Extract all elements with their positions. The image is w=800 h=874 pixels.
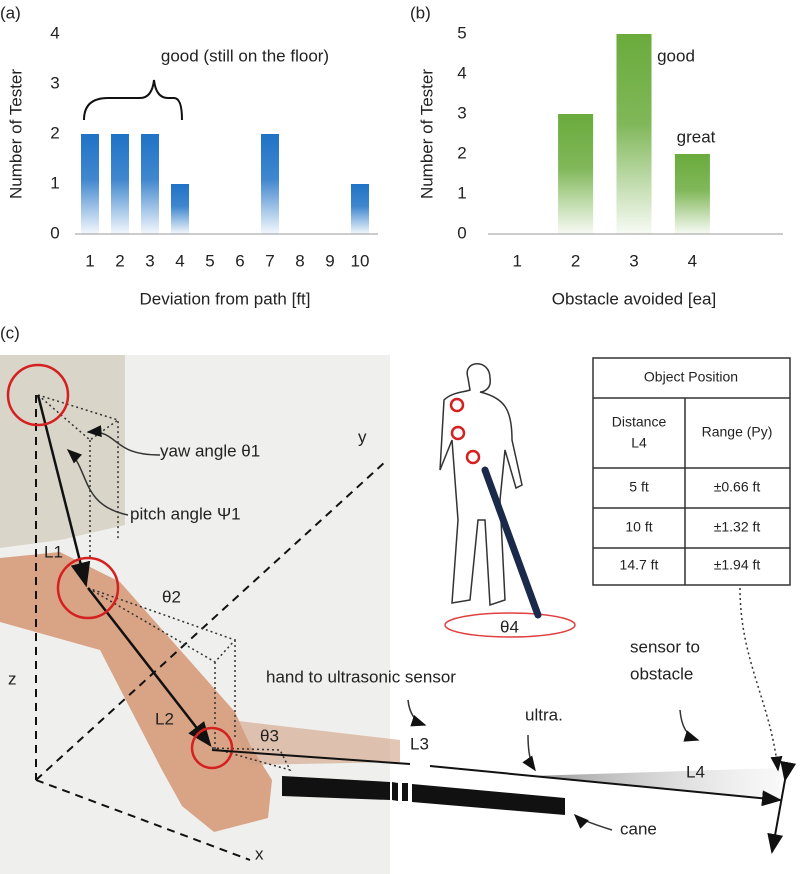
label: y [358, 427, 367, 446]
table-cell: 10 ft [625, 519, 652, 535]
label: L1 [44, 542, 63, 561]
x-tick-label: 8 [295, 251, 304, 270]
cane [402, 783, 408, 801]
x-tick-label: 10 [351, 251, 370, 270]
y-tick-label: 1 [457, 183, 466, 202]
y-tick-label: 0 [50, 223, 59, 242]
sensor-beam [530, 768, 780, 800]
label: z [8, 669, 17, 688]
y-tick-label: 4 [457, 63, 466, 82]
x-axis-title: Obstacle avoided [ea] [552, 289, 716, 308]
person [439, 363, 523, 607]
x-tick-label: 5 [205, 251, 214, 270]
angle-cones [37, 394, 292, 772]
x-tick-label: 7 [265, 251, 274, 270]
bar [261, 134, 279, 234]
joints [6, 363, 234, 770]
links [36, 394, 212, 747]
bar [351, 184, 369, 234]
panel-label: (a) [0, 3, 21, 22]
axes [35, 395, 386, 861]
x-tick-label: 3 [629, 251, 638, 270]
panel-label: (c) [0, 323, 20, 342]
x-tick-label: 4 [175, 251, 184, 270]
person-cane [481, 466, 542, 619]
label: hand to ultrasonic sensor [266, 667, 456, 686]
x-tick-label: 2 [115, 251, 124, 270]
label: sensor to [630, 637, 700, 656]
x-tick-label: 1 [512, 251, 521, 270]
x-tick-label: 6 [235, 251, 244, 270]
bar [111, 134, 129, 234]
label: obstacle [630, 664, 693, 683]
bar [171, 184, 189, 234]
range-arrow [767, 760, 797, 854]
y-tick-label: 2 [457, 143, 466, 162]
diagram: (c) [0, 323, 797, 874]
label: pitch angle Ψ1 [130, 504, 241, 523]
table-title: Object Position [644, 369, 738, 385]
bar [674, 154, 710, 234]
table-header: L4 [631, 435, 647, 451]
x-tick-label: 2 [571, 251, 580, 270]
y-tick-label: 0 [457, 223, 466, 242]
brace [83, 79, 183, 121]
bar [616, 34, 652, 234]
label: cane [620, 819, 657, 838]
annotation: good (still on the floor) [161, 46, 329, 65]
bar [558, 114, 594, 234]
y-tick-label: 1 [50, 173, 59, 192]
table: Object Position Distance L4 Range (Py) 5… [612, 369, 773, 573]
x-tick-label: 3 [145, 251, 154, 270]
shirt [0, 355, 125, 548]
bar [141, 134, 159, 234]
x-tick-label: 1 [85, 251, 94, 270]
label: θ2 [162, 587, 181, 606]
table-cell: 5 ft [629, 479, 649, 495]
cane [412, 784, 565, 815]
bar [81, 134, 99, 234]
annotation: great [677, 127, 716, 146]
x-axis-title: Deviation from path [ft] [139, 289, 310, 308]
cane [392, 782, 398, 801]
annotation: good [657, 46, 695, 65]
x-tick-label: 9 [325, 251, 334, 270]
y-tick-label: 4 [50, 23, 59, 42]
label: ultra. [525, 705, 563, 724]
table-header: Distance [612, 414, 667, 430]
y-tick-label: 3 [457, 103, 466, 122]
callouts [66, 425, 783, 831]
panel-label: (b) [410, 3, 431, 22]
label: θ3 [260, 726, 279, 745]
table-cell: ±1.94 ft [714, 557, 761, 573]
table-grid [592, 357, 791, 586]
sweep [444, 612, 576, 638]
table-cell: ±0.66 ft [714, 479, 761, 495]
label: L4 [686, 762, 705, 781]
charts: (a) Number of Tester Deviation from path [… [0, 3, 783, 308]
label: yaw angle θ1 [160, 441, 260, 460]
cane-grip [282, 776, 390, 800]
x-tick-label: 4 [688, 251, 697, 270]
arm [0, 552, 272, 832]
table-header: Range (Py) [702, 424, 773, 440]
y-tick-label: 3 [50, 73, 59, 92]
person-joints [449, 397, 481, 465]
table-cell: 14.7 ft [620, 557, 659, 573]
link-l4 [429, 765, 782, 807]
y-axis-title: Number of Tester [417, 69, 436, 199]
y-axis-title: Number of Tester [6, 69, 25, 199]
label: L3 [410, 734, 429, 753]
y-tick-label: 5 [457, 23, 466, 42]
label: x [255, 844, 264, 863]
label: θ4 [500, 617, 519, 636]
link-l3 [211, 749, 411, 765]
y-tick-label: 2 [50, 123, 59, 142]
label: L2 [155, 709, 174, 728]
table-cell: ±1.32 ft [714, 519, 761, 535]
